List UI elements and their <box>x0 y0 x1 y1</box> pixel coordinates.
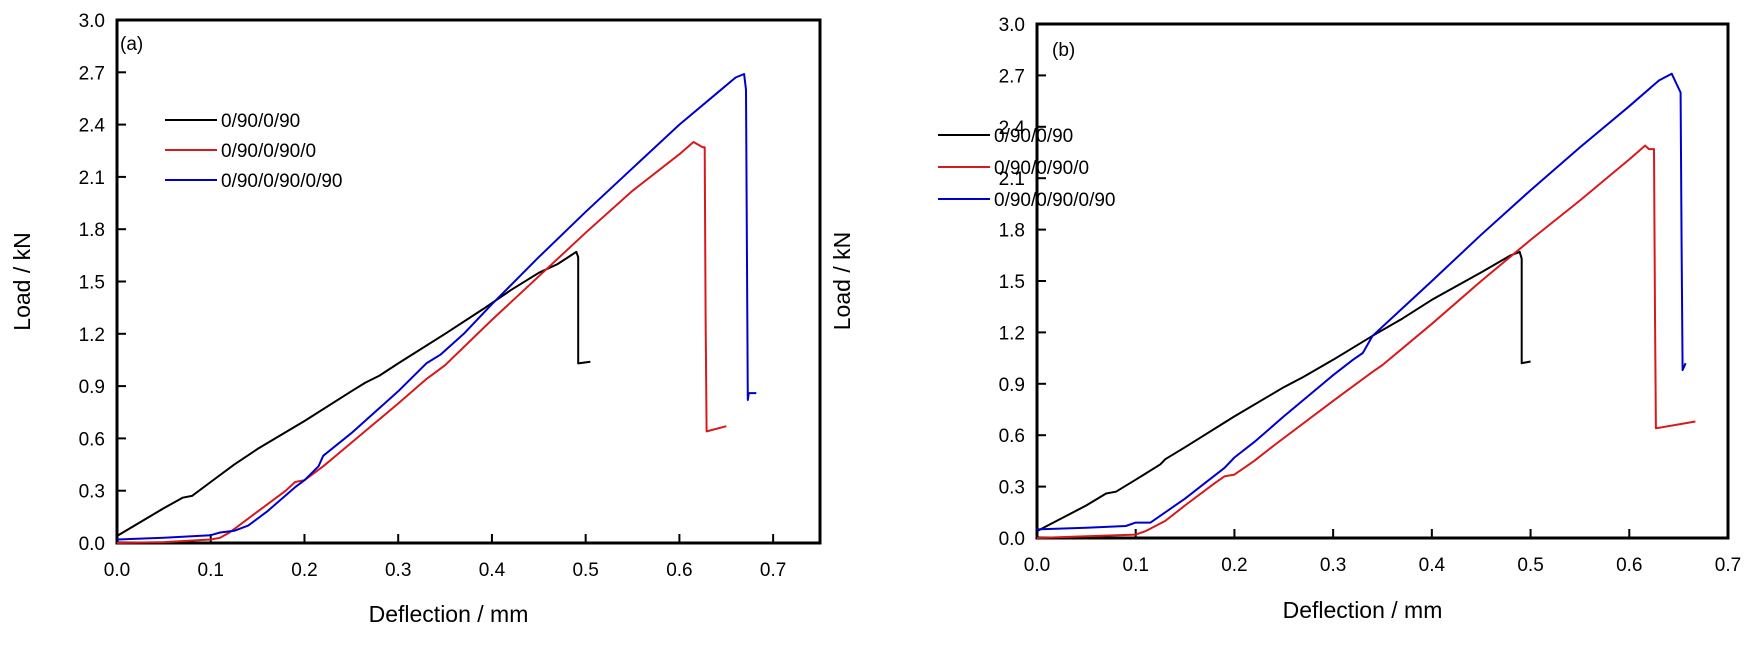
y-tick-label: 2.7 <box>79 63 105 84</box>
x-tick-label: 0.6 <box>666 560 692 581</box>
x-axis-title: Deflection / mm <box>369 601 529 627</box>
y-tick-label: 2.4 <box>79 116 106 137</box>
series-line-3 <box>1036 72 1687 531</box>
x-tick-label: 0.1 <box>198 560 224 581</box>
y-tick-label: 2.1 <box>79 168 105 189</box>
series-line-3 <box>116 73 757 541</box>
plot-frame <box>1035 22 1730 540</box>
y-tick-label: 0.0 <box>999 529 1025 550</box>
x-tick-label: 0.3 <box>385 560 411 581</box>
y-tick-label: 2.7 <box>999 66 1025 87</box>
y-tick-label: 1.8 <box>79 220 105 241</box>
y-tick-label: 1.8 <box>999 221 1025 242</box>
x-tick-label: 0.5 <box>572 560 598 581</box>
x-tick-label: 0.0 <box>104 560 130 581</box>
x-axis-title: Deflection / mm <box>1283 597 1443 623</box>
legend-label: 0/90/0/90/0/90 <box>994 190 1116 211</box>
x-tick-label: 0.0 <box>1024 555 1050 576</box>
y-tick-label: 0.0 <box>79 534 105 555</box>
legend-label: 0/90/0/90/0 <box>221 141 316 162</box>
x-tick-label: 0.4 <box>1419 555 1446 576</box>
y-tick-label: 0.3 <box>999 478 1025 499</box>
y-tick-label: 0.9 <box>999 375 1025 396</box>
x-tick-label: 0.7 <box>1715 555 1741 576</box>
series-line-2 <box>1036 144 1696 539</box>
y-tick-label: 3.0 <box>79 11 105 32</box>
panel-label: (b) <box>1052 40 1075 61</box>
x-tick-label: 0.2 <box>291 560 317 581</box>
chart-panel-a: 0.0 0.1 0.2 0.3 0.4 0.5 0.6 0.7 0.0 0.3 0.6 0.9 1.2 1… <box>9 11 822 627</box>
legend-label: 0/90/0/90 <box>994 126 1073 147</box>
series-line-1 <box>1036 250 1531 532</box>
y-tick-label: 0.6 <box>79 429 105 450</box>
legend-label: 0/90/0/90/0 <box>994 158 1089 179</box>
y-axis-title: Load / kN <box>829 232 855 330</box>
x-tick-label: 0.7 <box>760 560 786 581</box>
x-tick-label: 0.4 <box>479 560 506 581</box>
y-tick-label: 1.5 <box>79 273 105 294</box>
x-tick-label: 0.5 <box>1517 555 1543 576</box>
y-tick-label: 0.3 <box>79 482 105 503</box>
y-tick-label: 3.0 <box>999 15 1025 36</box>
series-line-1 <box>116 250 591 537</box>
y-axis-title: Load / kN <box>9 232 35 330</box>
y-tick-label: 2.1 <box>999 169 1025 190</box>
y-tick-label: 2.4 <box>999 118 1026 139</box>
y-tick-label: 0.9 <box>79 377 105 398</box>
y-tick-label: 1.5 <box>999 272 1025 293</box>
legend: 0/90/0/90 0/90/0/90/0 0/90/0/90/0/90 <box>938 126 1116 211</box>
legend: 0/90/0/90 0/90/0/90/0 0/90/0/90/0/90 <box>165 111 343 192</box>
panel-label: (a) <box>120 34 143 55</box>
x-tick-label: 0.3 <box>1320 555 1346 576</box>
legend-label: 0/90/0/90/0/90 <box>221 171 343 192</box>
series-line-2 <box>116 141 727 544</box>
legend-label: 0/90/0/90 <box>221 111 300 132</box>
plot-frame <box>115 18 822 545</box>
x-tick-label: 0.6 <box>1616 555 1642 576</box>
y-tick-label: 1.2 <box>79 325 105 346</box>
y-tick-label: 1.2 <box>999 323 1025 344</box>
x-tick-label: 0.2 <box>1221 555 1247 576</box>
chart-panel-b: 0.0 0.1 0.2 0.3 0.4 0.5 0.6 0.7 0.0 0.3 0.6 0.9 1.2 1… <box>829 15 1741 623</box>
y-tick-label: 0.6 <box>999 426 1025 447</box>
x-tick-label: 0.1 <box>1123 555 1149 576</box>
